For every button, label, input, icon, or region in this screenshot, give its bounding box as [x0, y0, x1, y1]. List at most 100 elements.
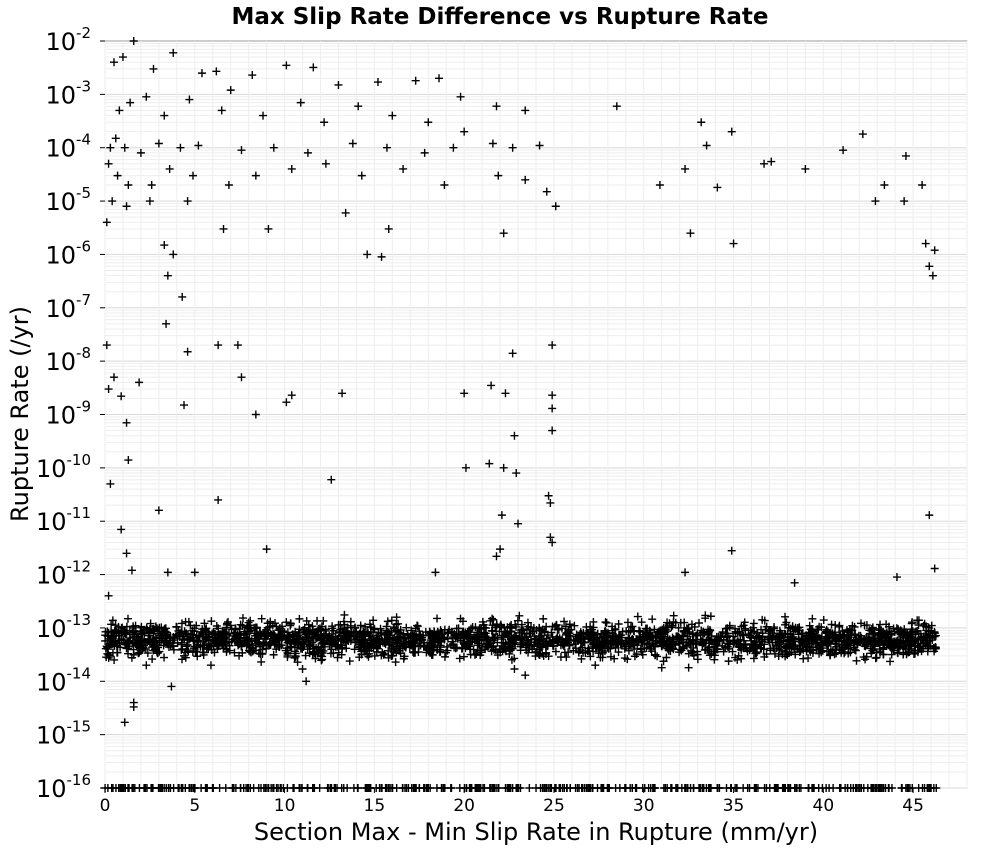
data-point [727, 127, 736, 136]
data-point [125, 628, 134, 637]
data-point [272, 622, 281, 631]
data-point [334, 80, 343, 89]
data-point [148, 655, 157, 664]
data-point [717, 632, 726, 641]
data-point [548, 622, 557, 631]
data-point [293, 643, 302, 652]
y-tick-label: 10-12 [36, 558, 91, 590]
data-point [535, 141, 544, 150]
data-point [468, 637, 477, 646]
data-point [876, 620, 885, 629]
data-point [622, 638, 631, 647]
data-point [367, 644, 376, 653]
data-point [269, 143, 278, 152]
data-point [516, 634, 525, 643]
data-point [459, 627, 468, 636]
data-point [713, 784, 722, 792]
data-point [858, 130, 867, 139]
data-point [269, 650, 278, 659]
x-axis-label: Section Max - Min Slip Rate in Rupture (… [254, 818, 818, 846]
data-point [218, 627, 227, 636]
data-point [427, 650, 436, 659]
data-point [884, 622, 893, 631]
data-point [487, 381, 496, 390]
data-point [798, 636, 807, 645]
data-point [749, 623, 758, 632]
data-point [700, 646, 709, 655]
data-point [356, 621, 365, 630]
data-point [892, 573, 901, 582]
data-point [433, 614, 442, 623]
data-point [727, 546, 736, 555]
data-point [647, 647, 656, 656]
data-point [198, 625, 207, 634]
data-point [626, 623, 635, 632]
data-point [165, 164, 174, 173]
data-point [411, 624, 420, 633]
data-point [644, 784, 653, 792]
data-point [673, 784, 682, 792]
data-point [224, 181, 233, 190]
data-point [199, 648, 208, 657]
data-point [752, 649, 761, 658]
data-point [925, 637, 934, 646]
data-point [895, 643, 903, 652]
data-point [304, 620, 313, 629]
data-point [431, 568, 440, 577]
data-point [548, 638, 557, 647]
data-point [194, 636, 203, 645]
data-point [392, 784, 401, 792]
data-point [650, 625, 659, 634]
data-point [391, 636, 400, 645]
data-point [237, 631, 246, 640]
data-point [630, 652, 639, 661]
data-point [399, 633, 408, 642]
data-point [723, 629, 732, 638]
data-point [556, 653, 565, 662]
data-point [908, 627, 917, 636]
data-point [551, 647, 560, 656]
data-point [270, 633, 279, 642]
data-point [513, 616, 522, 625]
data-point [481, 642, 490, 651]
data-point [636, 645, 645, 654]
data-point [235, 651, 244, 660]
data-point [637, 618, 646, 627]
data-point [782, 618, 791, 627]
data-point [629, 639, 638, 648]
data-point [494, 171, 503, 180]
data-point [636, 627, 645, 636]
x-axis-ticks: 0 5 10 15 20 25 30 35 40 45 [100, 788, 924, 816]
data-point [740, 618, 749, 627]
data-point [317, 622, 326, 631]
data-point [808, 626, 817, 635]
data-point [449, 143, 458, 152]
data-point [488, 139, 497, 148]
data-point [107, 620, 116, 629]
data-point [321, 159, 330, 168]
data-point [243, 629, 252, 638]
data-point [868, 624, 877, 633]
data-point [846, 638, 855, 647]
data-point [525, 784, 534, 792]
data-point [761, 625, 770, 634]
data-point [222, 620, 231, 629]
data-point [496, 545, 505, 554]
data-point [600, 628, 609, 637]
data-point [287, 164, 296, 173]
data-point [557, 624, 566, 633]
data-point [392, 613, 401, 622]
data-point [565, 631, 574, 640]
data-point [286, 619, 295, 628]
data-point [149, 64, 158, 73]
data-point [599, 784, 608, 792]
data-point [917, 647, 926, 656]
data-point [110, 638, 119, 647]
data-point [725, 621, 734, 630]
data-point [290, 653, 299, 662]
data-point [342, 644, 351, 653]
data-point [466, 630, 475, 639]
y-tick-label: 10-15 [36, 718, 91, 750]
data-point [623, 618, 632, 627]
